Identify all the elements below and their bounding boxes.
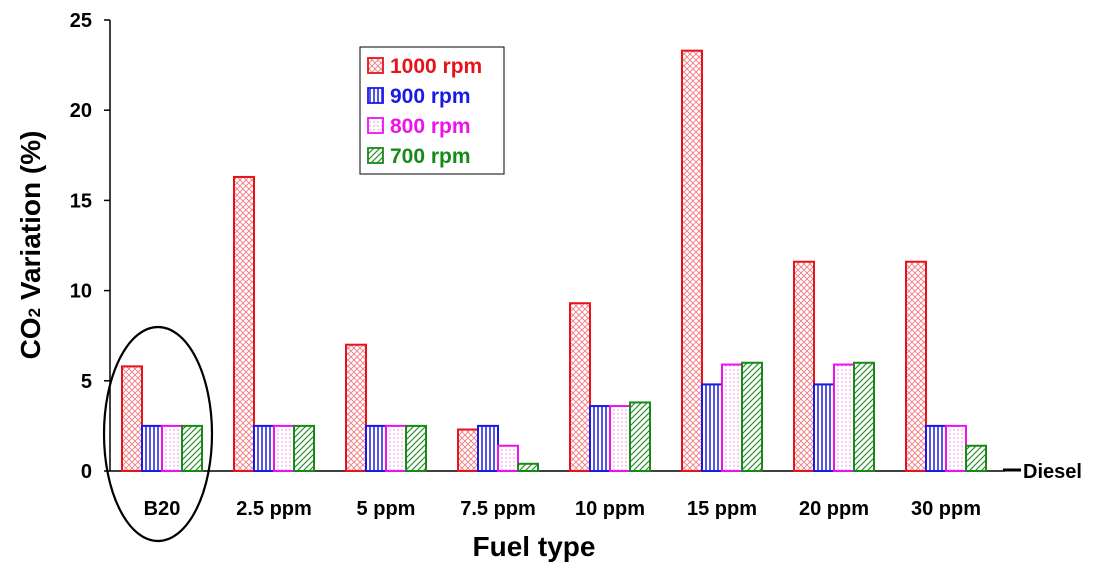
bar-800-rpm-15-ppm [721,363,743,472]
bar-800-rpm-B20 [161,424,183,472]
y-tick-label: 0 [81,461,92,483]
legend-swatch [367,147,384,164]
bar-900-rpm-20-ppm [813,383,835,472]
bar-1000-rpm-2-5-ppm [233,175,255,472]
bar-900-rpm-2-5-ppm [253,424,275,472]
bar-900-rpm-15-ppm [701,383,723,472]
bar-1000-rpm-5-ppm [345,343,367,472]
legend-label: 1000 rpm [390,55,482,78]
b20-highlight-ellipse [102,325,214,543]
x-tick-label: 30 ppm [911,498,981,520]
x-tick-label: 7.5 ppm [460,498,536,520]
bar-700-rpm-20-ppm [853,361,875,473]
legend-swatch [367,57,384,74]
bar-900-rpm-30-ppm [925,424,947,472]
bar-800-rpm-5-ppm [385,424,407,472]
legend-swatch [367,117,384,134]
bar-1000-rpm-15-ppm [681,49,703,472]
x-tick-label: B20 [144,498,181,520]
bar-700-rpm-2-5-ppm [293,424,315,472]
bar-1000-rpm-7-5-ppm [457,428,479,472]
y-tick-label: 10 [70,281,92,303]
bar-1000-rpm-10-ppm [569,302,591,472]
bar-800-rpm-2-5-ppm [273,424,295,472]
legend-label: 700 rpm [390,145,471,168]
bar-800-rpm-20-ppm [833,363,855,472]
y-tick-label: 25 [70,10,92,32]
bar-900-rpm-10-ppm [589,405,611,472]
x-axis-title: Fuel type [473,531,596,562]
bar-1000-rpm-B20 [121,365,143,473]
x-tick-label: 10 ppm [575,498,645,520]
x-tick-label: 20 ppm [799,498,869,520]
y-axis-title-main: CO [15,317,46,359]
diesel-baseline-label: Diesel [1023,461,1082,483]
y-axis-title-rest: Variation (%) [15,131,46,308]
x-ticks: B20 2.5 ppm 5 ppm 7.5 ppm 10 ppm 15 ppm 20 ppm… [144,498,981,520]
bar-800-rpm-7-5-ppm [497,444,519,472]
x-tick-label: 15 ppm [687,498,757,520]
bar-700-rpm-15-ppm [741,361,763,473]
y-tick-label: 15 [70,190,92,212]
bar-900-rpm-7-5-ppm [477,424,499,472]
bar-700-rpm-B20 [181,424,203,472]
y-tick-label: 5 [81,371,92,393]
y-ticks: 0 5 10 15 20 25 [70,10,110,483]
y-axis-title-sub: 2 [25,308,44,317]
bar-1000-rpm-30-ppm [905,260,927,472]
legend-label: 800 rpm [390,115,471,138]
bars [121,49,987,473]
bar-700-rpm-30-ppm [965,444,987,472]
legend-box [359,46,505,175]
bar-700-rpm-7-5-ppm [517,462,539,472]
bar-1000-rpm-20-ppm [793,260,815,472]
bar-800-rpm-10-ppm [609,405,631,472]
x-tick-label: 5 ppm [357,498,416,520]
legend-label: 900 rpm [390,85,471,108]
bar-900-rpm-5-ppm [365,424,387,472]
legend: 1000 rpm 900 rpm 800 rpm 700 rpm [359,46,505,175]
x-tick-label: 2.5 ppm [236,498,312,520]
y-axis-title: CO2 Variation (%) [15,131,46,360]
bar-800-rpm-30-ppm [945,424,967,472]
legend-swatch [367,87,384,104]
bar-700-rpm-10-ppm [629,401,651,472]
y-tick-label: 20 [70,100,92,122]
bar-900-rpm-B20 [141,424,163,472]
bar-700-rpm-5-ppm [405,424,427,472]
